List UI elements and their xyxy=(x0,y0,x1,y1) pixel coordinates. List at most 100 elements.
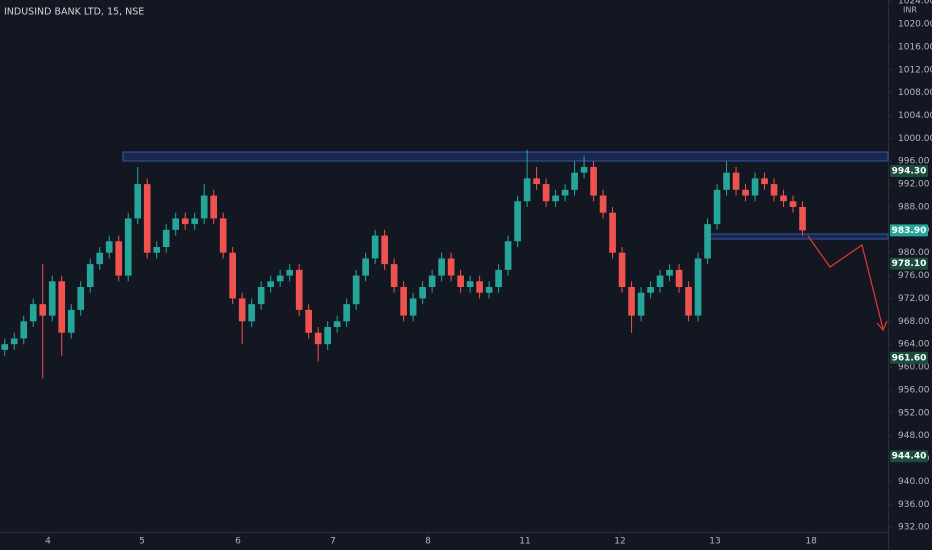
x-tick-label: 18 xyxy=(805,537,817,547)
candle-body xyxy=(105,241,113,253)
price-label: 994.30 xyxy=(892,166,927,176)
y-tick-label: 980.00 xyxy=(898,248,930,258)
y-tick-label: 960.00 xyxy=(898,363,930,373)
candle-body xyxy=(637,292,645,316)
candle-body xyxy=(48,281,56,316)
candle-body xyxy=(599,195,607,213)
x-tick-label: 7 xyxy=(330,537,336,547)
candle-body xyxy=(390,264,398,288)
candles xyxy=(1,149,806,379)
candle-body xyxy=(162,229,170,247)
y-tick-label: 1000.00 xyxy=(898,134,932,144)
candle-body xyxy=(495,269,502,288)
candle-body xyxy=(656,275,664,288)
candle-body xyxy=(761,178,768,185)
candle-body xyxy=(789,201,797,207)
candle-body xyxy=(685,287,692,316)
currency-label: INR xyxy=(903,6,917,15)
y-tick-label: 1024.00 xyxy=(898,0,932,7)
price-label-box xyxy=(890,164,928,177)
candle-body xyxy=(286,269,293,276)
candle-body xyxy=(371,235,379,259)
support-zone xyxy=(704,233,889,240)
candle-body xyxy=(552,195,559,202)
candle-body xyxy=(29,304,37,322)
candle-body xyxy=(523,178,531,202)
candle-body xyxy=(780,195,787,202)
candle-body xyxy=(799,206,806,231)
y-tick-label: 956.00 xyxy=(898,385,930,395)
y-tick-label: 992.00 xyxy=(898,180,930,190)
candle-body xyxy=(124,218,132,276)
candle-body xyxy=(210,195,218,219)
candle-body xyxy=(229,252,237,299)
chart-title: INDUSIND BANK LTD, 15, NSE xyxy=(4,7,144,18)
candle-body xyxy=(39,304,47,316)
y-tick-label: 952.00 xyxy=(898,408,930,418)
candle-body xyxy=(295,269,303,310)
candle-body xyxy=(476,281,483,293)
y-tick-label: 1020.00 xyxy=(898,20,932,30)
resistance-zone xyxy=(122,151,889,162)
candle-body xyxy=(590,166,597,196)
price-label: 983.90 xyxy=(892,226,927,236)
candle-body xyxy=(694,258,702,316)
price-label-box xyxy=(890,450,928,463)
candle-body xyxy=(276,275,284,282)
x-tick-label: 6 xyxy=(235,537,241,547)
candle-body xyxy=(742,189,749,196)
y-tick-label: 932.00 xyxy=(898,523,930,533)
candle-body xyxy=(713,189,721,225)
candle-body xyxy=(618,252,626,288)
candle-body xyxy=(134,184,142,219)
x-tick-label: 4 xyxy=(45,537,51,547)
candle-body xyxy=(352,275,360,305)
candle-body xyxy=(381,235,388,265)
y-tick-label: 1004.00 xyxy=(898,111,932,121)
candle-body xyxy=(514,201,521,242)
candle-body xyxy=(628,287,635,316)
x-tick-label: 8 xyxy=(425,537,431,547)
candle-body xyxy=(609,212,616,253)
y-tick-label: 948.00 xyxy=(898,431,930,441)
price-label-box xyxy=(890,257,928,270)
candle-body xyxy=(732,172,740,190)
candle-body xyxy=(770,184,778,196)
candle-body xyxy=(466,281,474,288)
candle-body xyxy=(267,281,274,288)
candle-body xyxy=(219,218,227,253)
candle-body xyxy=(571,172,578,190)
candle-body xyxy=(704,224,711,259)
candle-body xyxy=(723,172,730,190)
candle-body xyxy=(172,218,180,230)
x-tick-label: 13 xyxy=(709,537,720,547)
candle-body xyxy=(77,287,85,310)
price-label-box xyxy=(890,224,928,237)
candle-body xyxy=(362,258,369,276)
candle-body xyxy=(447,258,455,276)
candle-body xyxy=(257,287,265,305)
candle-body xyxy=(428,275,436,288)
price-label-box xyxy=(890,351,928,364)
candle-body xyxy=(400,287,407,316)
candle-body xyxy=(751,178,759,196)
candle-body xyxy=(248,304,256,322)
candle-body xyxy=(10,338,18,345)
candle-body xyxy=(143,184,151,253)
y-tick-label: 972.00 xyxy=(898,294,930,304)
candle-body xyxy=(324,327,331,345)
candle-body xyxy=(647,287,654,293)
arrow-head xyxy=(876,320,888,332)
candle-body xyxy=(86,264,94,288)
y-tick-label: 988.00 xyxy=(898,202,930,212)
candle-body xyxy=(314,332,322,345)
candle-body xyxy=(1,344,9,350)
y-tick-label: 1008.00 xyxy=(898,88,932,98)
y-tick-label: 996.00 xyxy=(898,157,930,167)
candle-body xyxy=(485,287,493,293)
y-tick-label: 1016.00 xyxy=(898,42,932,52)
candle-body xyxy=(457,275,464,288)
candle-body xyxy=(561,189,569,196)
candle-body xyxy=(67,309,75,333)
